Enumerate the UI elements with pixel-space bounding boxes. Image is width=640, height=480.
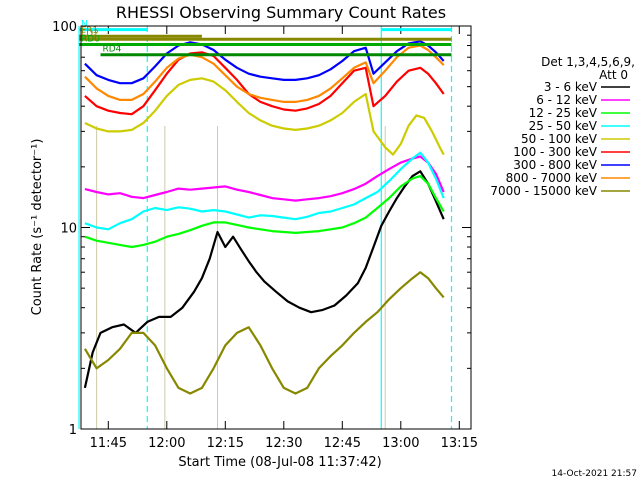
- flag-label: RD0: [81, 34, 100, 44]
- series-line: [84, 44, 445, 103]
- y-tick-label: 1: [69, 423, 77, 438]
- x-axis-label: Start Time (08-Jul-08 11:37:42): [178, 455, 381, 470]
- legend-header-line-2: Att 0: [599, 68, 628, 82]
- x-tick-label: 13:00: [382, 436, 419, 451]
- flag-label: RD4: [103, 45, 122, 55]
- legend-label: 12 - 25 keV: [529, 106, 598, 120]
- saa-markers: [96, 126, 386, 429]
- x-tick-label: 13:15: [441, 436, 478, 451]
- series-line: [84, 175, 445, 249]
- x-tick-label: 12:45: [324, 436, 361, 451]
- chart-title: RHESSI Observing Summary Count Rates: [116, 3, 446, 22]
- legend-label: 25 - 50 keV: [529, 119, 598, 133]
- legend-label: 100 - 300 keV: [513, 145, 597, 159]
- flag-label: FR1: [81, 26, 98, 36]
- flag-label: FD2: [81, 29, 99, 39]
- legend-label: 3 - 6 keV: [544, 80, 598, 94]
- legend-label: 300 - 800 keV: [513, 158, 597, 172]
- plot-frame: [80, 25, 472, 430]
- legend-header-line-1: Det 1,3,4,5,6,9,: [541, 55, 635, 69]
- series-line: [84, 77, 445, 156]
- x-tick-label: 11:45: [90, 436, 127, 451]
- series-line: [84, 151, 445, 231]
- plot-area: [81, 26, 471, 429]
- legend-label: 6 - 12 keV: [536, 93, 598, 107]
- series-line: [83, 271, 445, 395]
- x-tick-label: 12:15: [207, 436, 244, 451]
- y-axis-label: Count Rate (s⁻¹ detector⁻¹): [30, 139, 45, 316]
- legend-label: 7000 - 15000 keV: [490, 184, 597, 198]
- legend-label: 50 - 100 keV: [521, 132, 598, 146]
- y-tick-label: 100: [52, 20, 77, 35]
- legend-label: 800 - 7000 keV: [506, 171, 598, 185]
- series-line: [84, 51, 445, 116]
- x-tick-label: 12:00: [148, 436, 185, 451]
- footer-timestamp: 14-Oct-2021 21:57: [552, 469, 637, 479]
- series-lines: [83, 40, 445, 395]
- series-line: [83, 170, 445, 389]
- y-tick-label: 10: [60, 222, 77, 237]
- series-line: [84, 155, 445, 202]
- x-tick-label: 12:30: [265, 436, 302, 451]
- flag-label: N: [81, 20, 88, 30]
